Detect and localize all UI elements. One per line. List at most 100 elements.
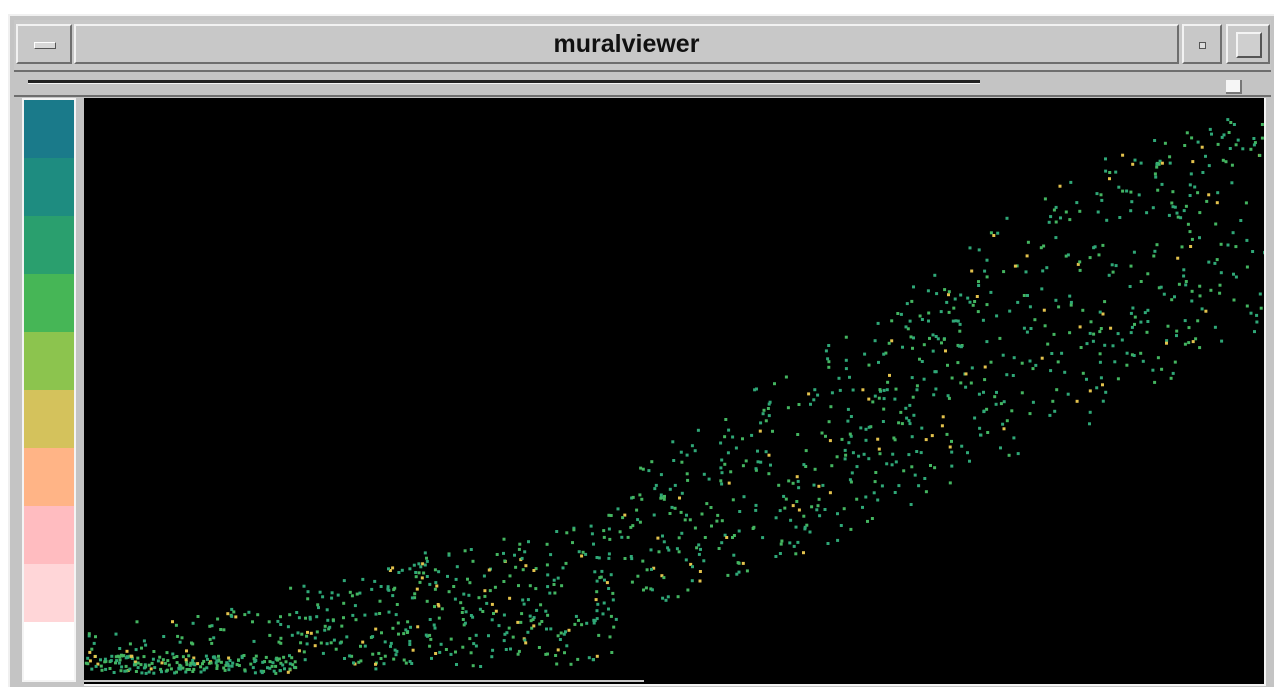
mural-dot [596, 602, 600, 606]
mural-dot [934, 335, 938, 338]
mural-dot [879, 389, 882, 393]
mural-dot [762, 408, 766, 412]
mural-dot [119, 669, 123, 673]
mural-dot [1252, 143, 1256, 147]
title-bar[interactable]: muralviewer [14, 20, 1271, 70]
window-menu-button[interactable] [16, 24, 72, 64]
mural-dot [544, 652, 548, 656]
mural-dot [839, 524, 843, 527]
mural-dot [1160, 161, 1164, 165]
mural-dot [639, 466, 643, 470]
mural-dot [623, 557, 627, 560]
mural-dot [774, 516, 778, 520]
mural-dot [1219, 242, 1223, 246]
mural-dot [379, 585, 383, 588]
mural-dot [325, 608, 329, 612]
mural-dot [843, 448, 847, 452]
mural-dot [977, 280, 980, 284]
mural-dot [387, 610, 391, 614]
mural-dot [140, 646, 143, 650]
mural-dot [297, 616, 301, 620]
mural-dot [882, 388, 886, 392]
maximize-button[interactable] [1226, 24, 1270, 64]
mural-dot [134, 660, 138, 664]
mural-dot [534, 587, 538, 591]
mural-dot [905, 302, 909, 306]
mural-dot [1031, 400, 1035, 404]
mural-plot[interactable] [84, 98, 1264, 684]
mural-dot [1101, 383, 1104, 387]
mural-dot [177, 666, 181, 670]
mural-dot [791, 504, 795, 508]
mural-dot [592, 542, 595, 546]
mural-dot [149, 667, 153, 671]
scrollbar-thumb[interactable] [1226, 80, 1242, 94]
mural-dot [191, 621, 195, 625]
mural-dot [527, 540, 530, 544]
mural-dot [1162, 292, 1166, 296]
mural-dot [1229, 121, 1233, 124]
mural-dot [471, 664, 475, 668]
mural-dot [982, 410, 986, 414]
mural-dot [1251, 250, 1255, 253]
mural-dot [959, 293, 963, 297]
window-title[interactable]: muralviewer [74, 24, 1179, 64]
mural-dot [483, 589, 487, 593]
mural-dot [1156, 188, 1160, 192]
mural-dot [495, 553, 499, 556]
mural-dot [88, 659, 92, 663]
mural-dot [816, 393, 820, 397]
color-legend [22, 98, 76, 682]
mural-dot [861, 388, 865, 392]
mural-dot [270, 664, 274, 668]
mural-dot [1066, 253, 1070, 257]
mural-dot [408, 567, 412, 571]
mural-dot [1129, 190, 1133, 194]
mural-dot [433, 605, 436, 609]
mural-dot [950, 376, 954, 380]
mural-dot [907, 453, 911, 457]
mural-view[interactable] [84, 98, 1266, 686]
scrollbar-track[interactable] [28, 80, 980, 84]
mural-dot [830, 391, 834, 395]
mural-dot [317, 606, 320, 610]
mural-dot [120, 665, 124, 669]
horizontal-scrollbar[interactable] [16, 72, 1268, 94]
mural-dot [524, 641, 528, 645]
mural-dot [343, 657, 346, 660]
mural-dot [970, 269, 974, 273]
mural-dot [680, 531, 684, 535]
mural-dot [1058, 184, 1062, 188]
mural-dot [231, 661, 235, 665]
mural-dot [1213, 261, 1217, 265]
mural-dot [1166, 324, 1170, 328]
mural-dot [348, 654, 352, 658]
mural-dot [813, 388, 817, 392]
mural-dot [404, 661, 408, 665]
mural-dot [979, 433, 982, 437]
mural-dot [1153, 172, 1157, 176]
minimize-button[interactable] [1182, 24, 1222, 64]
mural-dot [861, 505, 864, 509]
mural-dot [483, 594, 487, 598]
mural-dot [180, 636, 184, 640]
mural-dot [696, 428, 700, 432]
mural-dot [1085, 342, 1089, 346]
mural-dot [1152, 254, 1156, 258]
mural-dot [1129, 209, 1133, 213]
mural-dot [810, 505, 814, 509]
mural-dot [147, 663, 151, 667]
legend-swatch-6 [24, 448, 74, 506]
mural-dot [1101, 243, 1105, 247]
mural-dot [756, 449, 759, 453]
mural-dot [1091, 339, 1095, 343]
mural-dot [296, 631, 300, 635]
mural-dot [334, 647, 338, 651]
mural-dot [1056, 360, 1060, 364]
mural-dot [237, 658, 240, 662]
mural-dot [1253, 141, 1257, 145]
mural-dot [966, 296, 970, 300]
mural-dot [461, 645, 465, 649]
mural-dot [208, 624, 212, 628]
mural-dot [1245, 265, 1249, 269]
